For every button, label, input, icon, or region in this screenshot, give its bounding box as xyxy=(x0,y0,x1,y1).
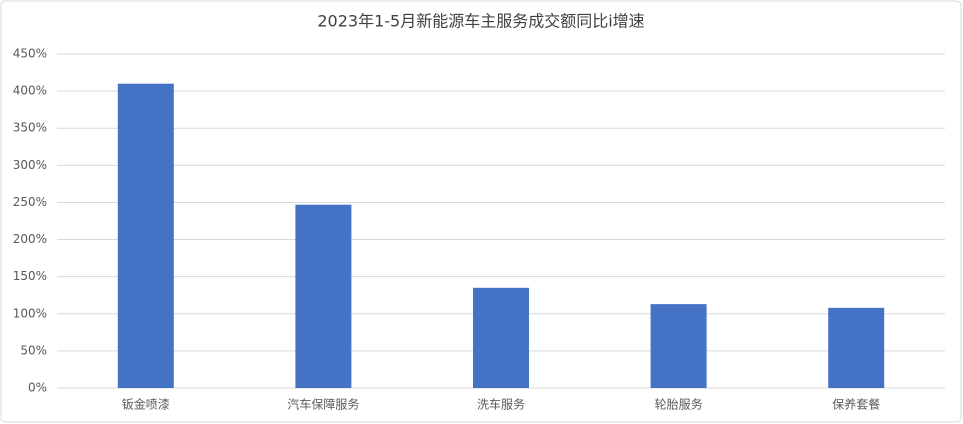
bar xyxy=(650,304,707,388)
y-tick-label: 200% xyxy=(13,232,47,246)
y-tick-label: 150% xyxy=(13,269,47,283)
x-tick-label: 汽车保障服务 xyxy=(287,397,359,412)
x-tick-label: 洗车服务 xyxy=(477,397,525,412)
y-tick-label: 0% xyxy=(28,381,47,395)
y-tick-label: 250% xyxy=(13,195,47,209)
bar xyxy=(828,307,885,388)
bar xyxy=(473,287,529,388)
y-tick-label: 50% xyxy=(20,343,47,357)
bar xyxy=(295,204,352,388)
y-tick-label: 300% xyxy=(13,158,47,172)
bar xyxy=(117,83,174,388)
y-tick-label: 400% xyxy=(13,84,47,98)
x-tick-label: 轮胎服务 xyxy=(655,397,703,412)
x-tick-label: 钣金喷漆 xyxy=(122,397,170,412)
x-tick-label: 保养套餐 xyxy=(832,397,880,412)
chart-title: 2023年1-5月新能源车主服务成交额同比i增速 xyxy=(317,12,644,31)
y-tick-label: 350% xyxy=(13,121,47,135)
y-tick-label: 100% xyxy=(13,306,47,320)
y-tick-label: 450% xyxy=(13,47,47,61)
